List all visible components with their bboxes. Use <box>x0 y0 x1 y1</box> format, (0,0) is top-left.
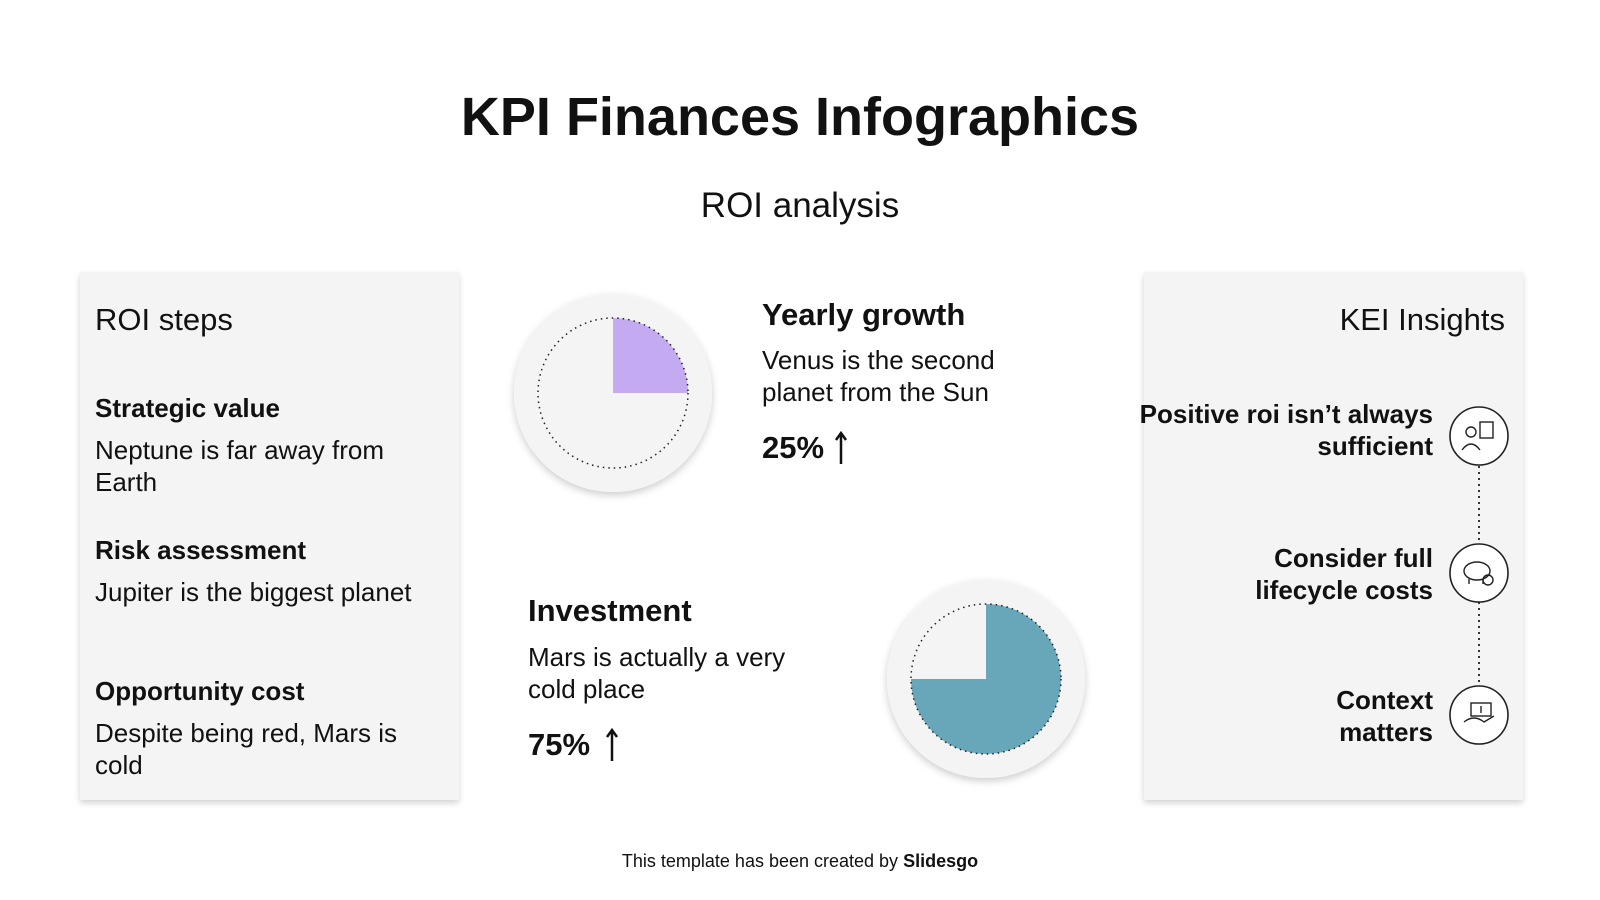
insight: Consider full lifecycle costs <box>1255 543 1433 605</box>
insight: Positive roi isn’t always sufficient <box>1139 399 1433 461</box>
kpi-text: Venus is the second planet from the Sun <box>762 345 995 407</box>
footer-brand: Slidesgo <box>903 851 979 871</box>
kpi-value: 25% <box>762 430 825 465</box>
pie-slice <box>911 604 1061 754</box>
footer-text: This template has been created by <box>621 851 899 871</box>
pie-slice <box>613 318 688 393</box>
icon <box>1449 406 1509 745</box>
step-heading: Opportunity cost <box>95 676 305 706</box>
panel-title: ROI steps <box>95 302 233 337</box>
subtitle: ROI analysis <box>700 186 900 225</box>
pie-outline <box>910 603 1062 755</box>
insight: Context matters <box>1336 685 1433 747</box>
kpi-title: Yearly growth <box>762 297 966 332</box>
kpi-title: Investment <box>528 593 692 628</box>
step-heading: Risk assessment <box>95 535 307 565</box>
kpi-text: Mars is actually a very cold place <box>528 642 786 704</box>
kpi-value: 75% <box>528 727 591 762</box>
up-arrow <box>834 430 848 464</box>
step-text: Despite being red, Mars is cold <box>95 718 398 780</box>
icon-glyphs <box>1461 421 1495 723</box>
kei-panel: KEI Insights Positive roi isn’t always s… <box>1140 272 1523 800</box>
title: KPI Finances Infographics <box>460 87 1140 147</box>
kei-icons <box>1449 406 1509 745</box>
footer: This template has been created by Slides… <box>0 851 1600 872</box>
step-text: Neptune is far away from Earth <box>95 435 385 497</box>
panel-title: KEI Insights <box>1339 302 1505 337</box>
step-text: Jupiter is the biggest planet <box>95 577 412 607</box>
pie-outline <box>537 317 689 469</box>
pie-chart <box>887 580 1085 778</box>
pie-chart <box>514 294 712 492</box>
step-heading: Strategic value <box>95 393 280 423</box>
up-arrow <box>605 727 619 761</box>
roi-steps-panel: ROI steps Strategic value Neptune is far… <box>80 272 459 800</box>
